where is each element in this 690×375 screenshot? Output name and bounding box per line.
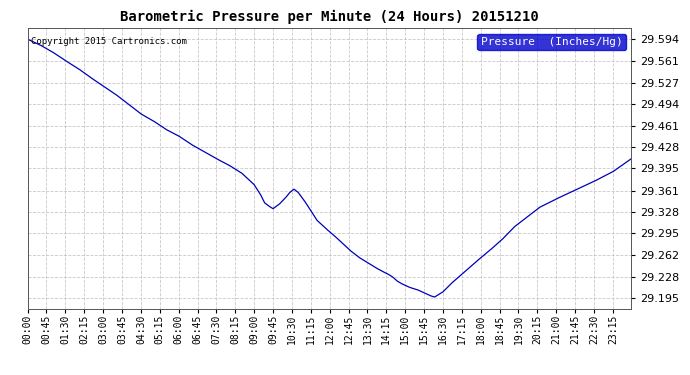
Text: Copyright 2015 Cartronics.com: Copyright 2015 Cartronics.com — [30, 37, 186, 46]
Title: Barometric Pressure per Minute (24 Hours) 20151210: Barometric Pressure per Minute (24 Hours… — [120, 10, 539, 24]
Legend: Pressure  (Inches/Hg): Pressure (Inches/Hg) — [477, 34, 626, 50]
